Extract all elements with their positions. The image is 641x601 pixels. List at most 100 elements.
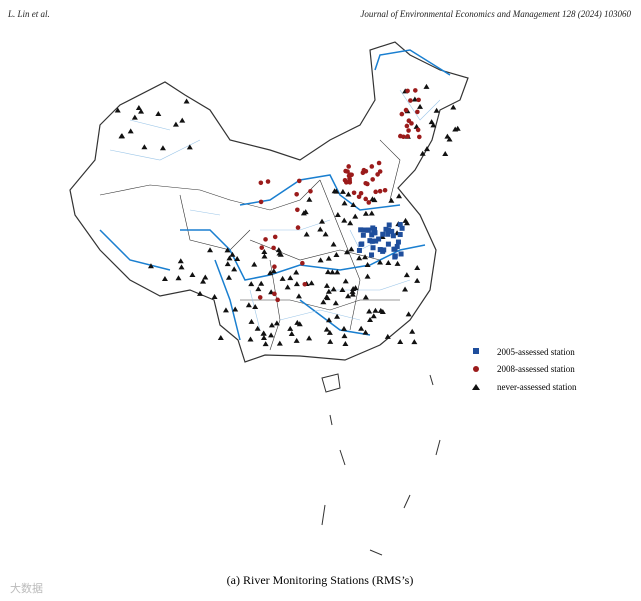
station [345, 191, 352, 197]
station [320, 299, 327, 305]
station [258, 280, 265, 286]
station [197, 290, 204, 296]
station [341, 333, 348, 339]
station [372, 307, 379, 313]
station [394, 260, 401, 266]
station [323, 294, 330, 300]
station [346, 164, 351, 169]
station [385, 259, 392, 265]
watermark: 大数据 [10, 581, 43, 595]
station [258, 180, 264, 186]
station [406, 128, 411, 133]
station [339, 188, 346, 194]
station [366, 308, 373, 314]
station [380, 248, 386, 254]
station [179, 117, 186, 123]
station [329, 269, 336, 275]
station [276, 340, 283, 346]
station [349, 291, 356, 297]
major-rivers [99, 49, 451, 341]
station [360, 232, 366, 238]
station [348, 246, 355, 252]
station [267, 270, 274, 276]
station [411, 339, 418, 345]
station [183, 98, 190, 104]
station [254, 325, 261, 331]
station [351, 190, 357, 196]
station [454, 125, 461, 131]
station [294, 319, 301, 325]
station [402, 286, 409, 292]
station [368, 210, 375, 216]
legend-symbol [473, 366, 479, 372]
station [403, 107, 409, 113]
station [259, 245, 265, 250]
station [268, 322, 275, 328]
station [405, 88, 410, 94]
station [295, 207, 300, 213]
station [217, 334, 224, 340]
station [371, 197, 378, 203]
station [369, 164, 375, 169]
legend-label: 2008-assessed station [497, 364, 575, 374]
station [341, 217, 348, 223]
station [226, 255, 233, 261]
header-authors: L. Lin et al. [8, 9, 50, 19]
station [423, 146, 430, 152]
station [376, 160, 382, 166]
station [450, 104, 457, 110]
caption: (a) River Monitoring Stations (RMS’s) [227, 573, 414, 587]
station [229, 251, 236, 257]
station [413, 123, 420, 129]
station [294, 191, 299, 197]
station [383, 226, 389, 232]
station [261, 253, 268, 259]
station [296, 321, 303, 327]
station [341, 200, 348, 206]
station [272, 291, 277, 297]
station [186, 144, 193, 150]
station [288, 330, 295, 336]
station [442, 150, 449, 156]
station [317, 257, 324, 263]
station [333, 188, 340, 194]
station [271, 245, 276, 251]
station [428, 119, 435, 125]
station [138, 108, 145, 114]
station [362, 294, 369, 300]
station [127, 128, 134, 134]
station [323, 326, 330, 332]
station [334, 269, 341, 275]
station [358, 190, 364, 196]
legend: 2005-assessed station 2008-assessed stat… [472, 347, 577, 392]
legend-symbol [473, 348, 479, 354]
header-journal: Journal of Environmental Economics and M… [360, 9, 631, 19]
station [392, 246, 398, 252]
station [396, 193, 403, 199]
station [141, 144, 148, 150]
station [284, 284, 291, 290]
station [319, 218, 326, 224]
station [155, 110, 162, 116]
station [251, 261, 258, 267]
hainan [321, 373, 341, 393]
station [417, 134, 422, 140]
station [324, 269, 331, 275]
station [147, 263, 154, 269]
station [300, 260, 305, 266]
station [339, 287, 346, 293]
station [326, 329, 333, 335]
station [362, 210, 369, 216]
station [189, 272, 196, 278]
station [385, 231, 391, 237]
station [416, 97, 421, 103]
station [347, 172, 353, 178]
station [405, 311, 412, 317]
station [306, 335, 313, 341]
station [225, 274, 232, 280]
station [363, 180, 369, 186]
station [119, 133, 126, 139]
station [255, 286, 262, 292]
station [275, 247, 282, 253]
